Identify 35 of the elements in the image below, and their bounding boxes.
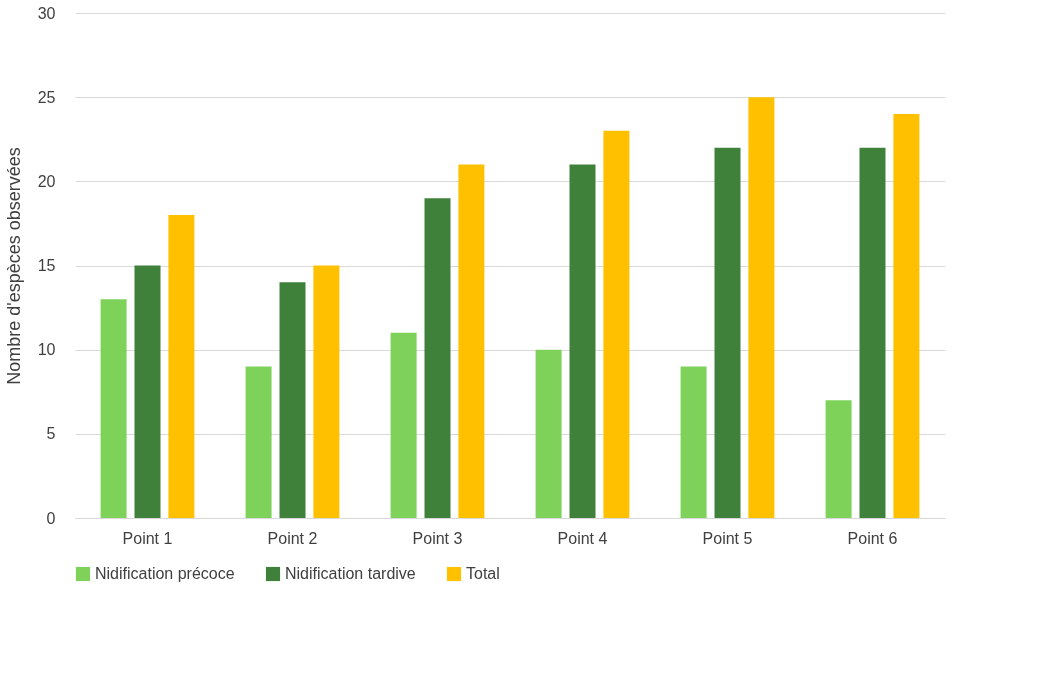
- x-tick-label: Point 2: [267, 529, 318, 547]
- bar: [100, 299, 127, 518]
- y-tick-label: 20: [37, 172, 56, 190]
- bar: [313, 265, 340, 518]
- bar: [390, 332, 417, 518]
- bar: [714, 147, 741, 518]
- y-tick-label: 0: [46, 509, 56, 527]
- x-tick-label: Point 3: [412, 529, 463, 547]
- y-tick-label: 25: [37, 88, 56, 106]
- x-tick-label: Point 6: [847, 529, 898, 547]
- y-tick-label: 10: [37, 341, 56, 359]
- bar: [825, 400, 852, 518]
- y-tick-label: 5: [46, 425, 56, 443]
- y-axis-title: Nombre d'espèces observées: [3, 147, 24, 385]
- bar: [424, 198, 451, 518]
- legend-label: Total: [466, 565, 500, 582]
- bar: [859, 147, 886, 518]
- bar: [603, 130, 630, 518]
- bar: [680, 366, 707, 518]
- legend-label: Nidification précoce: [95, 565, 235, 582]
- bar: [458, 164, 485, 518]
- bar: [893, 114, 920, 518]
- bar: [535, 349, 562, 518]
- y-tick-label: 15: [37, 257, 56, 274]
- legend-label: Nidification tardive: [285, 565, 416, 582]
- bar: [569, 164, 596, 518]
- x-tick-label: Point 4: [557, 529, 608, 547]
- x-tick-label: Point 5: [702, 529, 753, 547]
- bar: [134, 265, 161, 518]
- x-tick-label: Point 1: [122, 529, 173, 547]
- y-tick-label: 30: [37, 4, 56, 22]
- bar: [168, 215, 195, 518]
- bar: [279, 282, 306, 518]
- bar: [245, 366, 272, 518]
- bar: [748, 97, 775, 518]
